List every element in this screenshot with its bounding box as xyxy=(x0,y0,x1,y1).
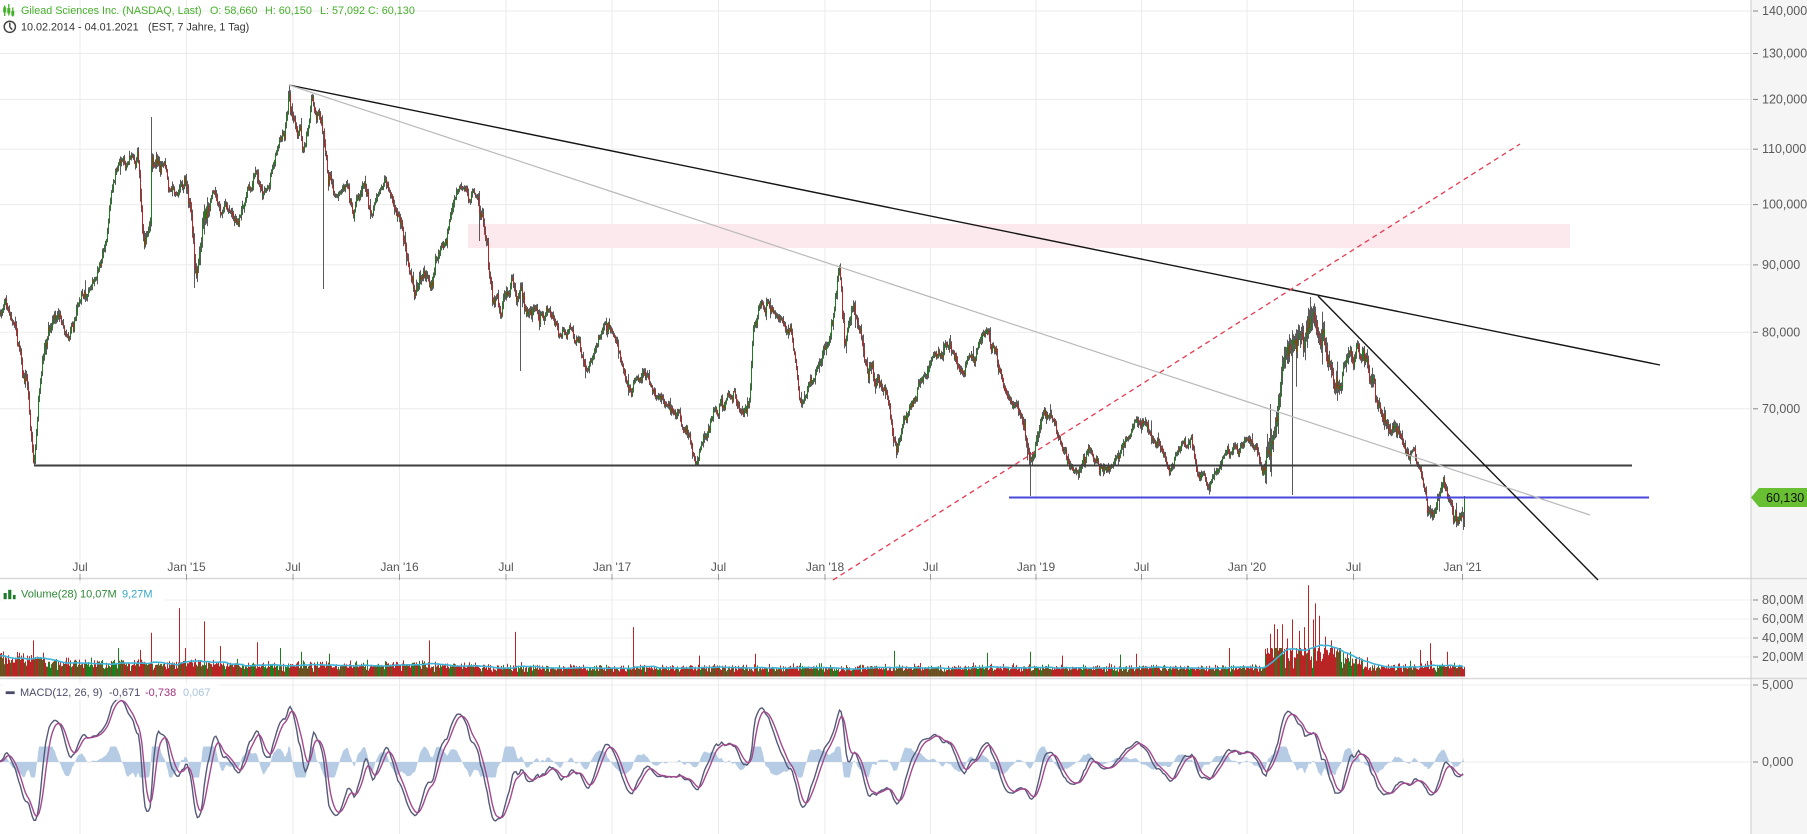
svg-text:Jan '20: Jan '20 xyxy=(1228,560,1267,574)
svg-text:40,00M: 40,00M xyxy=(1762,631,1804,645)
svg-text:Jul: Jul xyxy=(923,560,938,574)
svg-text:Jan '19: Jan '19 xyxy=(1017,560,1056,574)
svg-text:100,000: 100,000 xyxy=(1762,198,1807,212)
svg-text:Jul: Jul xyxy=(1134,560,1149,574)
svg-text:140,000: 140,000 xyxy=(1762,4,1807,18)
svg-text:60,130: 60,130 xyxy=(1766,491,1804,505)
svg-text:120,000: 120,000 xyxy=(1762,92,1807,106)
svg-text:5,000: 5,000 xyxy=(1762,678,1793,692)
svg-text:10,07M: 10,07M xyxy=(80,589,117,601)
svg-text:L: 57,092: L: 57,092 xyxy=(320,5,365,17)
svg-text:90,000: 90,000 xyxy=(1762,258,1800,272)
svg-text:20,00M: 20,00M xyxy=(1762,650,1804,664)
svg-text:Jul: Jul xyxy=(498,560,513,574)
svg-text:0,000: 0,000 xyxy=(1762,755,1793,769)
svg-text:Jan '17: Jan '17 xyxy=(593,560,632,574)
svg-text:Jul: Jul xyxy=(1346,560,1361,574)
svg-text:H: 60,150: H: 60,150 xyxy=(265,5,312,17)
svg-text:Jan '21: Jan '21 xyxy=(1443,560,1482,574)
svg-text:Jan '16: Jan '16 xyxy=(380,560,419,574)
svg-text:Jul: Jul xyxy=(285,560,300,574)
svg-text:C: 60,130: C: 60,130 xyxy=(368,5,415,17)
svg-text:MACD(12, 26, 9): MACD(12, 26, 9) xyxy=(20,687,103,699)
svg-text:130,000: 130,000 xyxy=(1762,47,1807,61)
svg-text:-0,738: -0,738 xyxy=(145,687,176,699)
svg-text:80,00M: 80,00M xyxy=(1762,593,1804,607)
svg-text:70,000: 70,000 xyxy=(1762,402,1800,416)
svg-text:-0,671: -0,671 xyxy=(109,687,140,699)
svg-text:O: 58,660: O: 58,660 xyxy=(210,5,257,17)
svg-text:Volume(28): Volume(28) xyxy=(21,589,77,601)
svg-text:80,000: 80,000 xyxy=(1762,325,1800,339)
svg-text:Jul: Jul xyxy=(72,560,87,574)
svg-text:Jul: Jul xyxy=(711,560,726,574)
svg-text:0,067: 0,067 xyxy=(183,687,211,699)
svg-text:Gilead Sciences Inc. (NASDAQ,: Gilead Sciences Inc. (NASDAQ, Last) xyxy=(21,5,202,17)
svg-text:Jan '15: Jan '15 xyxy=(167,560,206,574)
svg-text:10.02.2014 - 04.01.2021: 10.02.2014 - 04.01.2021 xyxy=(21,22,139,34)
svg-text:(EST, 7 Jahre, 1 Tag): (EST, 7 Jahre, 1 Tag) xyxy=(148,22,249,34)
svg-text:110,000: 110,000 xyxy=(1762,142,1806,156)
svg-text:9,27M: 9,27M xyxy=(122,589,153,601)
svg-text:Jan '18: Jan '18 xyxy=(806,560,845,574)
svg-text:60,00M: 60,00M xyxy=(1762,612,1804,626)
